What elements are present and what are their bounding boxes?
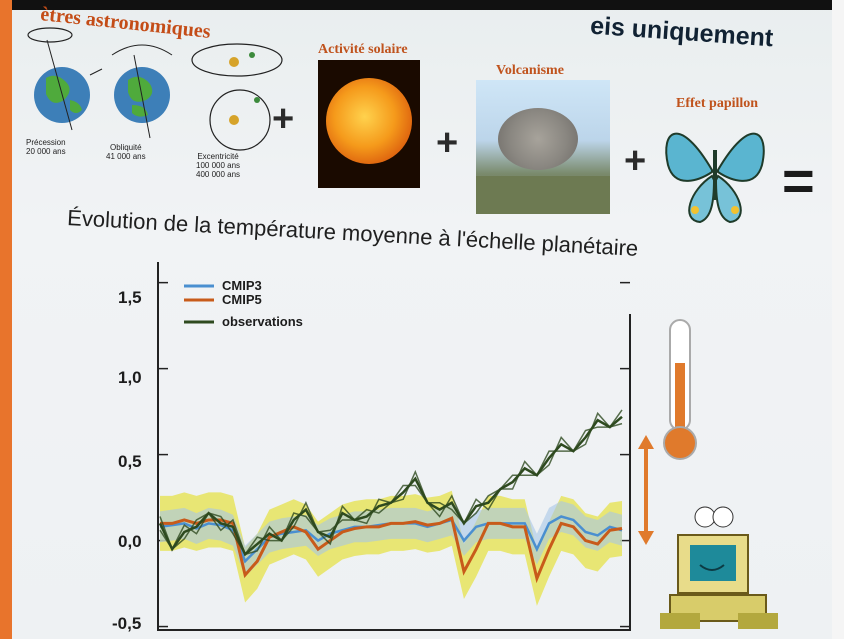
- thermometer-icon: [663, 319, 697, 460]
- computer-character-icon: [660, 506, 778, 629]
- sun-image: [318, 60, 420, 188]
- ytick-label: 0,0: [118, 532, 142, 551]
- ytick-label: -0,5: [112, 614, 142, 633]
- obliquity-caption: Obliquité 41 000 ans: [106, 143, 146, 161]
- solar-activity-label: Activité solaire: [318, 42, 408, 57]
- legend: [184, 284, 214, 324]
- obliquity-period: 41 000 ans: [106, 152, 146, 161]
- precession-caption: Précession 20 000 ans: [26, 138, 66, 156]
- chart-ticks: [158, 281, 630, 628]
- ytick-label: 1,5: [118, 288, 142, 307]
- eccentricity-period-1: 100 000 ans: [196, 161, 241, 170]
- earth-globe-icon-1: [27, 27, 90, 131]
- equals-sign: =: [782, 149, 815, 212]
- spread-band: [160, 501, 622, 577]
- orange-side-bar: [0, 0, 12, 639]
- series-line-observations-variant: [159, 411, 623, 556]
- astronomy-diagram: [27, 27, 283, 151]
- plus-sign-1: +: [272, 98, 295, 140]
- slide-title-fragment: eis uniquement: [589, 11, 775, 53]
- eccentricity-label: Excentricité: [197, 152, 239, 161]
- temperature-chart: [157, 262, 631, 631]
- earth-globe-icon-2: [89, 44, 173, 139]
- volcanism-label: Volcanisme: [496, 63, 564, 78]
- precession-period: 20 000 ans: [26, 147, 66, 156]
- volcano-image: [476, 80, 610, 214]
- eccentricity-caption: Excentricité 100 000 ans 400 000 ans: [196, 152, 240, 179]
- obliquity-label: Obliquité: [110, 143, 142, 152]
- legend-label-observations: observations: [222, 314, 303, 329]
- legend-label-cmip3: CMIP3: [222, 278, 262, 293]
- precession-label: Précession: [26, 138, 66, 147]
- chart-frame: [157, 262, 631, 631]
- eccentricity-period-2: 400 000 ans: [196, 170, 241, 179]
- legend-label-cmip5: CMIP5: [222, 292, 262, 307]
- top-edge: [0, 0, 844, 10]
- ytick-label: 1,0: [118, 368, 142, 387]
- ytick-label: 0,5: [118, 452, 142, 471]
- plus-sign-2: +: [436, 122, 459, 164]
- butterfly-icon: [665, 132, 765, 224]
- right-edge: [832, 0, 844, 639]
- chart-lines: [158, 409, 623, 584]
- orbit-icon: [191, 43, 283, 151]
- butterfly-effect-label: Effet papillon: [676, 96, 759, 111]
- plus-sign-3: +: [624, 140, 647, 182]
- model-spread-bands: [160, 490, 622, 606]
- double-arrow-icon: [638, 435, 654, 545]
